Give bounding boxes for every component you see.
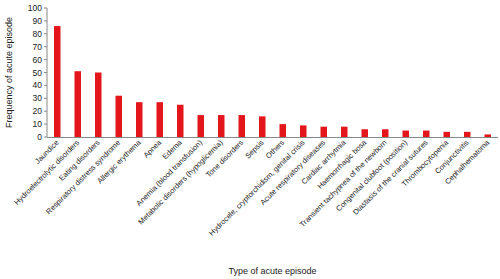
y-tick-label: 50 — [33, 68, 43, 78]
bar — [341, 127, 348, 137]
bar — [444, 132, 451, 137]
x-tick-label: Respiratory distress syndrome — [44, 138, 122, 216]
x-tick-label: Metabolic disorders (hypoglicemia) — [136, 138, 225, 227]
y-tick — [44, 20, 47, 21]
bar — [95, 73, 102, 138]
bar — [54, 26, 61, 137]
bar — [382, 129, 389, 137]
bar — [218, 115, 225, 137]
y-tick — [44, 98, 47, 99]
bar — [157, 102, 164, 137]
x-tick-label: Tone disorders — [204, 138, 245, 179]
y-tick-label: 0 — [37, 132, 42, 142]
x-tick-label: Sepsis — [243, 138, 265, 160]
y-tick — [44, 137, 47, 138]
bar — [321, 127, 328, 137]
bar — [403, 131, 410, 137]
y-tick — [44, 33, 47, 34]
y-tick-label: 40 — [33, 80, 43, 90]
x-tick-label: Apnea — [141, 137, 163, 159]
x-tick-label: Transient tachypnea of the newborn — [298, 138, 389, 229]
x-tick-label: Cephalhematoma — [443, 137, 492, 186]
bar — [362, 129, 369, 137]
bar — [280, 124, 287, 137]
bar — [464, 132, 471, 137]
y-tick — [44, 46, 47, 47]
x-axis-title: Type of acute episode — [228, 266, 316, 276]
bar — [485, 134, 492, 137]
y-tick-label: 20 — [33, 106, 43, 116]
x-tick-label: Allergic erythema — [95, 137, 143, 185]
bars — [54, 26, 491, 137]
y-tick — [44, 85, 47, 86]
y-tick — [44, 111, 47, 112]
bar — [259, 116, 266, 137]
y-tick-label: 30 — [33, 93, 43, 103]
bar — [75, 71, 82, 137]
bar — [423, 131, 430, 137]
chart: 0102030405060708090100JaundiceHydroelect… — [0, 0, 500, 279]
y-tick-label: 70 — [33, 42, 43, 52]
bar — [116, 96, 123, 137]
x-tick-label: Diastasis of the cranial sutures — [351, 138, 430, 217]
x-tick-label: Hydrocele, cryptorchidism, genital crisi… — [207, 138, 307, 238]
y-tick — [44, 59, 47, 60]
y-tick-label: 100 — [28, 3, 42, 13]
y-axis-title: Frequency of acute episode — [4, 17, 14, 128]
bar — [239, 115, 246, 137]
bar — [136, 102, 143, 137]
y-tick-label: 80 — [33, 29, 43, 39]
bar — [198, 115, 205, 137]
bar — [300, 125, 307, 137]
y-tick — [44, 72, 47, 73]
bar — [177, 105, 184, 137]
y-tick-label: 90 — [33, 16, 43, 26]
y-tick-label: 10 — [33, 119, 43, 129]
y-tick — [44, 124, 47, 125]
y-tick-label: 60 — [33, 55, 43, 65]
y-tick — [44, 8, 47, 9]
